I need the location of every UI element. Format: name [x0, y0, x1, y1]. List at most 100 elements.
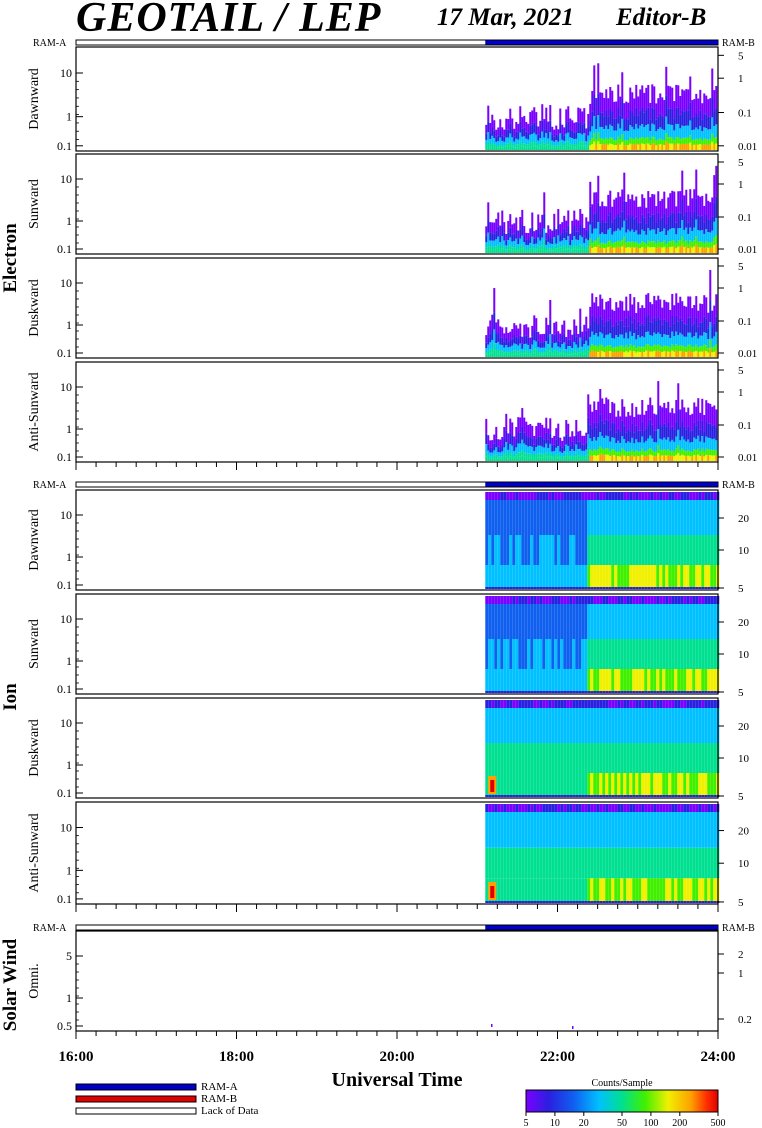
- spectrogram-cell: [665, 248, 668, 253]
- spectrogram-cell: [521, 244, 524, 249]
- spectrogram-cell: [677, 228, 680, 241]
- spectrogram-cell: [668, 587, 672, 589]
- spectrogram-cell: [627, 214, 630, 230]
- spectrogram-cell: [513, 241, 516, 248]
- spectrogram-cell: [635, 352, 638, 357]
- spectrogram-cell: [494, 639, 498, 669]
- spectrogram-cell: [501, 127, 504, 136]
- spectrogram-cell: [599, 847, 603, 879]
- spectrogram-cell: [671, 847, 675, 879]
- spectrogram-cell: [529, 112, 532, 126]
- spectrogram-cell: [501, 445, 504, 452]
- spectrogram-cell: [542, 492, 546, 500]
- spectrogram-cell: [494, 565, 498, 588]
- spectrogram-cell: [656, 901, 660, 903]
- spectrogram-cell: [677, 85, 680, 108]
- spectrogram-cell: [566, 878, 570, 902]
- spectrogram-cell: [631, 138, 634, 145]
- spectrogram-cell: [680, 535, 684, 565]
- spectrogram-cell: [613, 101, 616, 119]
- spectrogram-cell: [693, 437, 696, 450]
- spectrogram-cell: [547, 336, 550, 345]
- spectrogram-cell: [643, 92, 646, 113]
- spectrogram-cell: [495, 136, 498, 142]
- spectrogram-cell: [551, 354, 554, 357]
- spectrogram-cell: [488, 587, 492, 589]
- spectrogram-cell: [645, 234, 648, 244]
- spectrogram-cell: [537, 214, 540, 228]
- spectrogram-cell: [611, 243, 614, 249]
- spectrogram-cell: [557, 235, 560, 245]
- spectrogram-cell: [525, 147, 528, 150]
- spectrogram-cell: [515, 245, 518, 250]
- spectrogram-cell: [547, 247, 550, 251]
- spectrogram-cell: [683, 812, 687, 848]
- spectrogram-cell: [572, 708, 576, 743]
- spectrogram-cell: [583, 141, 586, 146]
- spectrogram-cell: [650, 596, 654, 604]
- spectrogram-cell: [554, 639, 558, 669]
- spectrogram-cell: [572, 743, 576, 773]
- spectrogram-cell: [589, 224, 592, 239]
- spectrogram-cell: [575, 249, 578, 253]
- spectrogram-cell: [485, 133, 488, 140]
- spectrogram-cell: [599, 234, 602, 244]
- spectrogram-cell: [553, 213, 556, 228]
- spectrogram-cell: [561, 353, 564, 357]
- spectrogram-cell: [659, 669, 663, 692]
- spectrogram-cell: [536, 535, 540, 565]
- spectrogram-cell: [561, 440, 564, 448]
- spectrogram-cell: [589, 238, 592, 246]
- spectrogram-cell: [687, 407, 690, 427]
- spectrogram-cell: [519, 216, 522, 230]
- spectrogram-cell: [656, 812, 660, 848]
- spectrogram-cell: [704, 901, 708, 903]
- spectrogram-cell: [543, 143, 546, 147]
- spectrogram-cell: [509, 237, 512, 246]
- spectrogram-cell: [641, 492, 645, 500]
- spectrogram-cell: [657, 139, 660, 145]
- spectrogram-cell: [677, 335, 680, 347]
- spectrogram-cell: [655, 451, 658, 457]
- spectrogram-cell: [671, 708, 675, 743]
- spectrogram-cell: [669, 347, 672, 353]
- spectrogram-cell: [487, 337, 490, 345]
- spectrogram-cell: [656, 535, 660, 565]
- spectrogram-cell: [638, 700, 642, 708]
- spectrogram-cell: [501, 437, 504, 446]
- spectrogram-cell: [641, 500, 645, 535]
- spectrogram-cell: [593, 116, 596, 134]
- spectrogram-cell: [539, 130, 542, 139]
- spectrogram-cell: [491, 233, 494, 241]
- spectrogram-cell: [647, 293, 650, 316]
- spectrogram-cell: [525, 232, 528, 240]
- spectrogram-cell: [507, 146, 510, 150]
- spectrogram-cell: [623, 700, 627, 708]
- spectrogram-cell: [497, 456, 500, 459]
- spectrogram-cell: [500, 639, 504, 669]
- spectrogram-cell: [527, 232, 530, 240]
- spectrogram-cell: [505, 240, 508, 246]
- spectrogram-cell: [609, 190, 612, 213]
- spectrogram-cell: [503, 535, 507, 565]
- spectrogram-cell: [623, 804, 627, 812]
- spectrogram-cell: [613, 449, 616, 456]
- spectrogram-cell: [644, 587, 648, 589]
- spectrogram-cell: [491, 743, 495, 773]
- spectrogram-cell: [667, 346, 670, 352]
- time-ticks: [75, 1031, 719, 1039]
- spectrogram-cell: [645, 87, 648, 110]
- spectrogram-cell: [595, 228, 598, 241]
- spectrogram-cell: [487, 344, 490, 351]
- spectrogram-cell: [524, 773, 528, 796]
- spectrogram-cell: [503, 804, 507, 812]
- spectrogram-cell: [701, 322, 704, 336]
- spectrogram-cell: [559, 347, 562, 353]
- spectrogram-cell: [698, 743, 702, 773]
- spectrogram-cell: [566, 804, 570, 812]
- spectrogram-cell: [491, 135, 494, 143]
- spectrogram-cell: [529, 134, 532, 143]
- spectrogram-cell: [506, 901, 510, 903]
- spectrogram-cell: [557, 565, 561, 588]
- spectrogram-cell: [557, 346, 560, 352]
